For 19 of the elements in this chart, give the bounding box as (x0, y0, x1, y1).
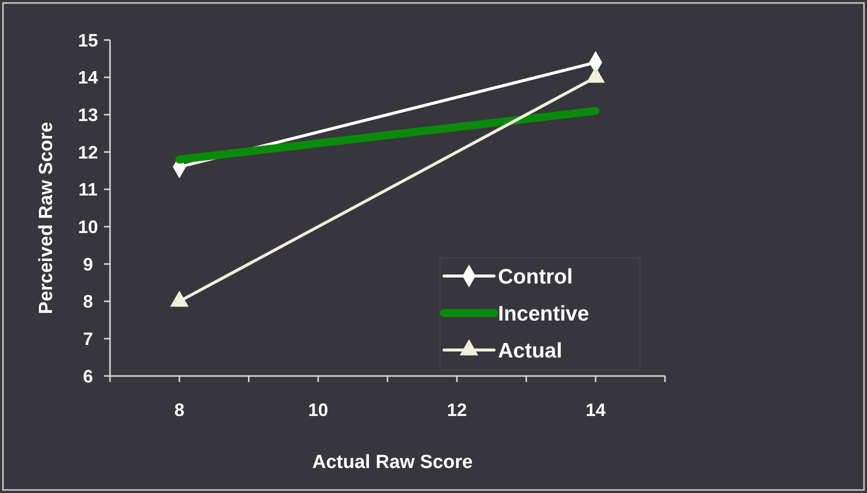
y-tick-label: 7 (82, 328, 94, 349)
x-tick-label: 8 (174, 400, 184, 420)
x-tick-label: 10 (308, 400, 328, 420)
y-tick-label: 14 (78, 68, 98, 88)
y-tick-label: 8 (82, 292, 94, 312)
legend-label: Control (498, 265, 573, 288)
y-axis-title: Perceived Raw Score (36, 122, 57, 314)
y-tick-label: 6 (82, 366, 94, 386)
y-tick-label: 15 (78, 30, 98, 50)
legend-label: Incentive (498, 302, 590, 326)
x-tick-label: 14 (586, 400, 606, 420)
y-tick-label: 12 (78, 142, 98, 162)
y-tick-label: 9 (82, 254, 94, 274)
legend-label: Actual (498, 339, 562, 362)
y-tick-label: 10 (78, 216, 98, 237)
y-tick-label: 13 (78, 104, 98, 125)
y-tick-label: 11 (78, 180, 98, 200)
x-tick-label: 12 (446, 400, 467, 420)
x-axis-title: Actual Raw Score (312, 452, 473, 473)
